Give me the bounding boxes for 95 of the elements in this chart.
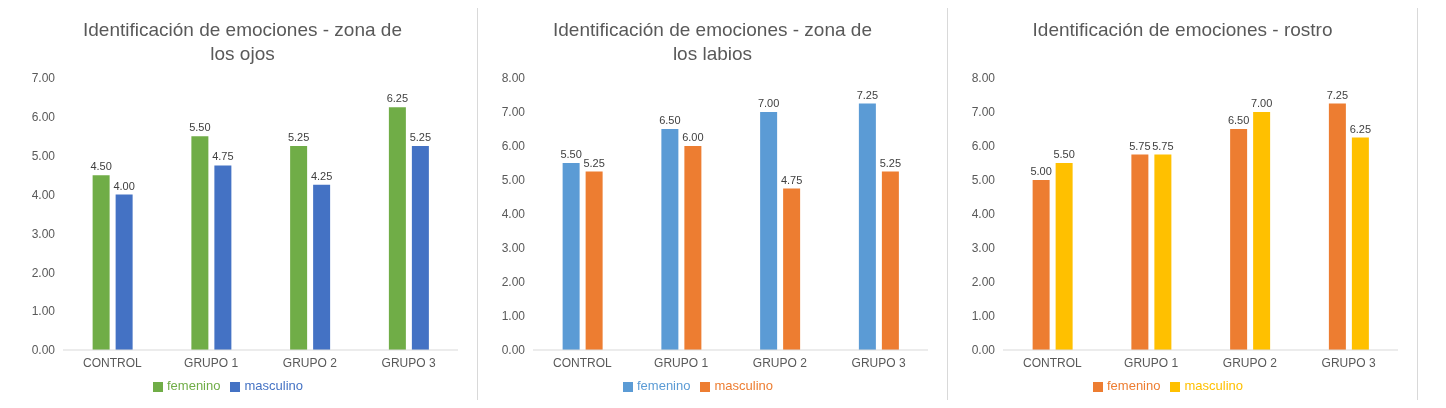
y-tick-label: 4.00 — [31, 187, 56, 202]
bar — [388, 107, 406, 350]
bar — [585, 171, 603, 350]
data-label: 4.75 — [212, 150, 234, 163]
bar — [411, 146, 429, 350]
bar — [1351, 137, 1369, 350]
y-tick-label: 5.00 — [31, 148, 56, 163]
legend-label: femenino — [166, 378, 221, 393]
data-label: 5.50 — [1053, 148, 1075, 160]
bar — [115, 194, 133, 350]
bar — [661, 129, 679, 350]
y-tick-label: 1.00 — [31, 304, 56, 319]
bar — [1328, 103, 1346, 350]
data-label: 7.00 — [757, 97, 780, 109]
bar — [1154, 154, 1172, 350]
data-label: 5.75 — [1152, 139, 1174, 152]
bar — [881, 171, 899, 350]
bar — [562, 163, 580, 350]
x-tick-label: GRUPO 2 — [752, 355, 808, 370]
bar — [1032, 180, 1050, 350]
bar — [191, 136, 209, 350]
bar — [290, 146, 308, 350]
x-tick-label: GRUPO 3 — [1321, 355, 1376, 370]
y-tick-label: 1.00 — [501, 309, 526, 324]
y-tick-label: 2.00 — [501, 275, 526, 290]
x-tick-label: GRUPO 1 — [184, 355, 239, 370]
x-tick-label: GRUPO 2 — [282, 355, 338, 370]
bar — [1131, 154, 1149, 350]
bar — [313, 184, 331, 350]
bar — [760, 112, 778, 350]
bar — [783, 188, 801, 350]
data-label: 5.50 — [560, 148, 582, 160]
data-label: 7.25 — [1326, 88, 1349, 101]
y-tick-label: 3.00 — [31, 226, 56, 241]
bar — [1055, 163, 1073, 350]
chart-title: Identificación de emociones - zona de los ojos — [82, 18, 403, 66]
legend-label: femenino — [636, 378, 691, 393]
y-tick-label: 2.00 — [971, 275, 996, 290]
y-tick-label: 6.00 — [31, 110, 56, 125]
y-tick-label: 4.00 — [971, 207, 996, 222]
data-label: 4.75 — [780, 173, 803, 186]
data-label: 6.00 — [682, 131, 704, 143]
bar — [1230, 129, 1248, 350]
y-tick-label: 5.00 — [501, 173, 526, 188]
bar — [684, 146, 702, 350]
data-label: 6.25 — [1349, 122, 1372, 135]
data-label: 4.00 — [113, 179, 135, 192]
data-label: 5.25 — [583, 156, 605, 169]
y-tick-label: 0.00 — [501, 343, 526, 358]
legend-label: femenino — [1106, 378, 1161, 393]
data-label: 7.00 — [1250, 97, 1273, 109]
data-label: 4.50 — [90, 160, 112, 173]
y-tick-label: 4.00 — [501, 207, 526, 222]
data-label: 7.25 — [856, 88, 879, 101]
y-tick-label: 7.00 — [971, 105, 996, 120]
x-tick-label: GRUPO 3 — [381, 355, 436, 370]
y-tick-label: 6.00 — [971, 139, 996, 154]
x-tick-label: CONTROL — [1023, 355, 1083, 370]
y-tick-label: 5.00 — [971, 173, 996, 188]
bar — [1253, 112, 1271, 350]
data-label: 5.25 — [409, 131, 432, 143]
data-label: 4.25 — [310, 169, 333, 182]
legend-label: masculino — [714, 378, 773, 393]
bar — [214, 165, 232, 350]
y-tick-label: 3.00 — [501, 241, 526, 256]
chart-title: Identificación de emociones - zona de los labios — [552, 18, 873, 66]
data-label: 5.25 — [287, 131, 310, 143]
x-tick-label: GRUPO 3 — [851, 355, 906, 370]
y-tick-label: 0.00 — [971, 343, 996, 358]
x-tick-label: GRUPO 1 — [654, 355, 709, 370]
x-tick-label: GRUPO 2 — [1222, 355, 1278, 370]
x-tick-label: CONTROL — [83, 355, 143, 370]
x-tick-label: CONTROL — [553, 355, 613, 370]
data-label: 6.50 — [1227, 114, 1250, 126]
data-label: 6.25 — [386, 92, 409, 105]
x-tick-label: GRUPO 1 — [1124, 355, 1179, 370]
y-tick-label: 2.00 — [31, 265, 56, 280]
y-tick-label: 7.00 — [501, 105, 526, 120]
y-tick-label: 7.00 — [31, 71, 56, 86]
data-label: 5.75 — [1129, 139, 1151, 152]
bar — [858, 103, 876, 350]
y-tick-label: 1.00 — [971, 309, 996, 324]
data-label: 5.25 — [879, 156, 902, 169]
data-label: 5.50 — [189, 121, 211, 134]
legend-label: masculino — [1184, 378, 1243, 393]
data-label: 6.50 — [659, 114, 681, 126]
data-label: 5.00 — [1030, 165, 1052, 177]
y-tick-label: 0.00 — [31, 343, 56, 358]
legend-label: masculino — [244, 378, 303, 393]
bar — [92, 175, 110, 350]
y-tick-label: 3.00 — [971, 241, 996, 256]
chart-title: Identificación de emociones - rostro — [1031, 18, 1334, 42]
y-tick-label: 8.00 — [971, 71, 996, 86]
y-tick-label: 6.00 — [501, 139, 526, 154]
y-tick-label: 8.00 — [501, 71, 526, 86]
